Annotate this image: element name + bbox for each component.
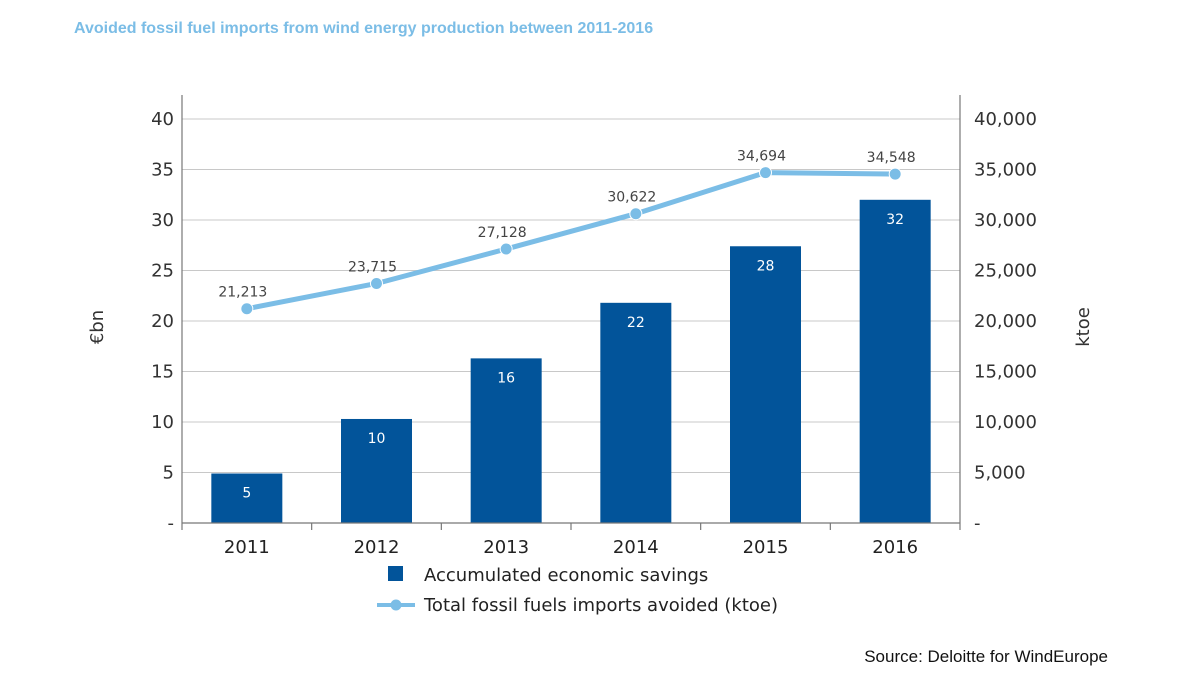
line-point <box>240 302 254 316</box>
bar <box>211 473 283 523</box>
x-tick-label: 2015 <box>743 537 789 558</box>
line-series <box>240 166 902 316</box>
legend-swatch-point <box>390 599 402 611</box>
y2-tick-label: 25,000 <box>974 261 1037 282</box>
point-value-label: 23,715 <box>348 259 397 275</box>
point-value-label: 34,694 <box>737 149 786 165</box>
line-point <box>499 242 513 256</box>
y-tick-label: 15 <box>151 362 174 383</box>
x-tick-label: 2014 <box>613 537 659 558</box>
y-tick-label: - <box>168 513 175 534</box>
point-value-label: 21,213 <box>218 285 267 301</box>
y2-tick-label: - <box>974 513 981 534</box>
y2-tick-label: 20,000 <box>974 311 1037 332</box>
line-point <box>888 167 902 181</box>
chart-title: Avoided fossil fuel imports from wind en… <box>74 20 654 37</box>
bar <box>341 418 412 523</box>
legend-label-line: Total fossil fuels imports avoided (ktoe… <box>423 595 778 616</box>
x-tick-label: 2013 <box>483 537 529 558</box>
y-axis-label: €bn <box>87 310 108 344</box>
bar-value-label: 28 <box>757 258 775 274</box>
bar-value-label: 5 <box>242 486 251 502</box>
bars <box>211 199 931 524</box>
labels: - - 5 5,000 10 10,000 15 15,000 20 20,000 25 25,000… <box>87 109 1094 558</box>
bar-value-label: 22 <box>627 315 645 331</box>
y2-axis-label: ktoe <box>1073 307 1094 347</box>
y-tick-label: 20 <box>151 311 174 332</box>
y-tick-label: 40 <box>151 109 174 130</box>
y2-tick-label: 10,000 <box>974 412 1037 433</box>
source-note: Source: Deloitte for WindEurope <box>864 647 1108 666</box>
y2-tick-label: 40,000 <box>974 109 1037 130</box>
y-tick-label: 10 <box>151 412 174 433</box>
bar <box>470 358 542 523</box>
legend: Accumulated economic savings Total fossil… <box>377 565 778 616</box>
legend-label-bars: Accumulated economic savings <box>424 565 708 586</box>
point-value-label: 30,622 <box>607 190 656 206</box>
bar <box>730 246 801 523</box>
line-path <box>246 170 896 312</box>
bar <box>600 302 672 523</box>
y2-tick-label: 35,000 <box>974 160 1037 181</box>
bar-value-label: 32 <box>886 212 904 228</box>
gridlines <box>182 118 960 473</box>
y2-tick-label: 5,000 <box>974 463 1026 484</box>
bar-value-label: 16 <box>497 370 515 386</box>
line-point <box>629 207 643 221</box>
y-tick-label: 25 <box>151 261 174 282</box>
x-tick-label: 2016 <box>872 537 918 558</box>
y-tick-label: 5 <box>163 463 174 484</box>
y-tick-label: 30 <box>151 210 174 231</box>
x-tick-label: 2011 <box>224 537 270 558</box>
line-point <box>370 276 383 290</box>
point-value-label: 34,548 <box>867 150 916 166</box>
y2-tick-label: 15,000 <box>974 362 1037 383</box>
y-tick-label: 35 <box>151 160 174 181</box>
axes <box>181 95 961 530</box>
bar-value-label: 10 <box>368 431 386 447</box>
bar <box>859 199 931 524</box>
line-point <box>759 166 772 180</box>
point-value-label: 27,128 <box>478 225 527 241</box>
x-tick-label: 2012 <box>354 537 400 558</box>
legend-swatch-bars <box>388 566 403 581</box>
y2-tick-label: 30,000 <box>974 210 1037 231</box>
